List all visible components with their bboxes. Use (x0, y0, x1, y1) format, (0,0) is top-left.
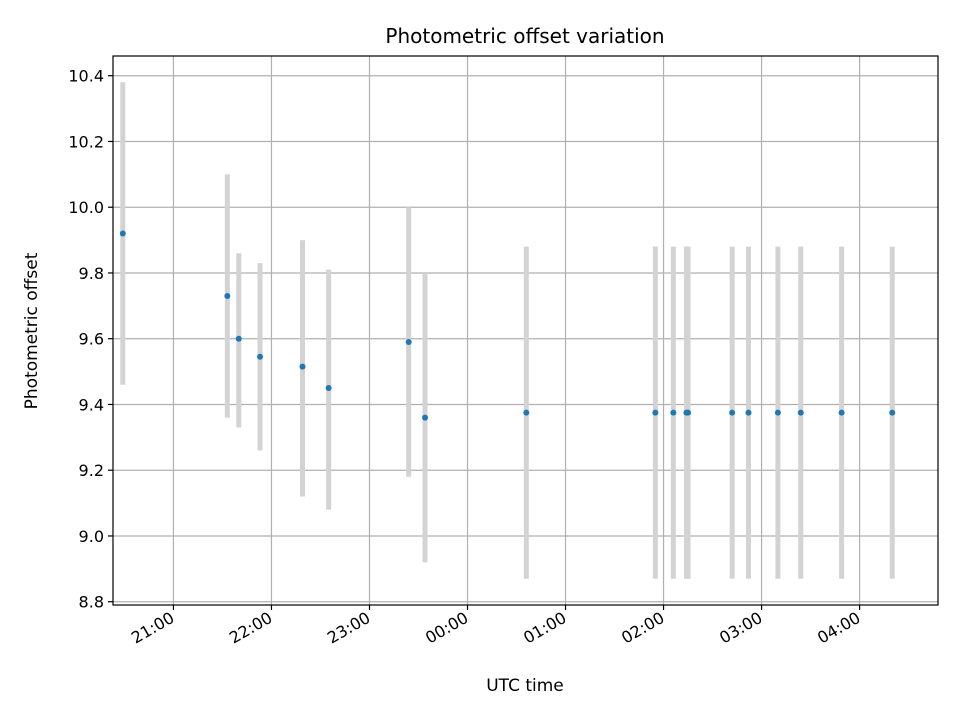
data-point (299, 363, 306, 370)
x-axis-label: UTC time (486, 676, 564, 696)
data-point (235, 335, 242, 342)
y-tick-label: 8.8 (79, 593, 104, 612)
data-point (838, 409, 845, 416)
data-point (325, 385, 332, 392)
y-tick-label: 9.6 (79, 330, 104, 349)
y-tick-label: 9.4 (79, 395, 104, 414)
data-point (119, 230, 126, 237)
y-tick-label: 9.0 (79, 527, 104, 546)
data-point (685, 409, 692, 416)
data-point (745, 409, 752, 416)
data-point (729, 409, 736, 416)
chart-title: Photometric offset variation (385, 24, 664, 48)
data-point (797, 409, 804, 416)
data-point (224, 292, 231, 299)
data-point (889, 409, 896, 416)
data-point (422, 414, 429, 421)
y-tick-label: 10.4 (68, 67, 104, 86)
data-points (119, 230, 896, 421)
y-tick-label: 10.2 (68, 132, 104, 151)
data-point (257, 353, 264, 360)
data-point (652, 409, 659, 416)
data-point (523, 409, 530, 416)
data-point (405, 339, 412, 346)
y-axis-label: Photometric offset (22, 252, 42, 409)
y-tick-label: 9.2 (79, 461, 104, 480)
data-point (670, 409, 677, 416)
y-tick-label: 10.0 (68, 198, 104, 217)
y-tick-label: 9.8 (79, 264, 104, 283)
y-axis: 8.8 9.0 9.2 9.4 9.6 9.8 10.0 10.2 10.4 (68, 67, 113, 612)
plot-frame (112, 55, 939, 606)
data-point (774, 409, 781, 416)
